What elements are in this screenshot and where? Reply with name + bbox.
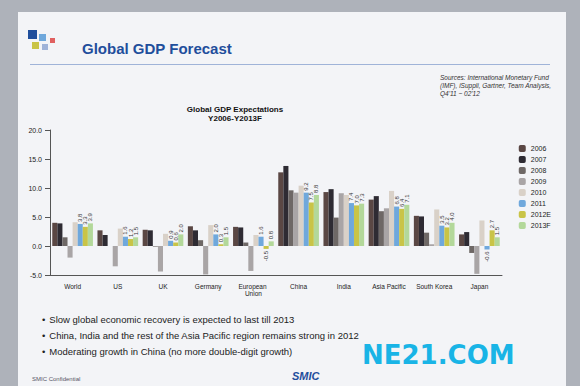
html-text:SMIC: SMIC [292, 370, 320, 382]
svg-text:7.0: 7.0 [353, 195, 360, 204]
svg-text:0.9: 0.9 [167, 230, 174, 239]
svg-text:3.3: 3.3 [82, 216, 89, 225]
svg-text:8.8: 8.8 [313, 184, 319, 193]
svg-text:Japan: Japan [471, 283, 489, 291]
svg-text:China: China [290, 283, 307, 290]
svg-text:-0.6: -0.6 [484, 251, 490, 262]
svg-text:0.0: 0.0 [32, 243, 42, 250]
svg-text:1.5: 1.5 [133, 226, 139, 235]
svg-text:Y2006-Y2013F: Y2006-Y2013F [208, 114, 262, 123]
svg-text:2.7: 2.7 [489, 220, 496, 229]
svg-text:9.2: 9.2 [303, 182, 309, 191]
html-text:China, India and the rest of t: China, India and the rest of the Asia Pa… [49, 330, 359, 341]
html-text:Global GDP Forecast: Global GDP Forecast [82, 40, 232, 57]
svg-text:1.5: 1.5 [494, 226, 500, 235]
svg-text:3.5: 3.5 [438, 215, 445, 224]
svg-text:3.8: 3.8 [77, 213, 84, 222]
svg-text:2011: 2011 [531, 200, 546, 207]
svg-text:European: European [238, 283, 269, 290]
svg-text:1.6: 1.6 [122, 226, 129, 235]
svg-text:2006: 2006 [531, 145, 547, 152]
svg-text:7.5: 7.5 [308, 192, 315, 201]
svg-text:2008: 2008 [531, 167, 547, 174]
svg-text:5.0: 5.0 [32, 214, 42, 221]
svg-text:3.2: 3.2 [443, 217, 450, 226]
html-text:SMIC Confidential: SMIC Confidential [32, 376, 81, 382]
svg-text:7.3: 7.3 [359, 193, 365, 202]
svg-text:2.0: 2.0 [178, 223, 184, 232]
svg-text:Global GDP Expectations: Global GDP Expectations [187, 105, 284, 114]
svg-text:0.8: 0.8 [268, 230, 274, 239]
svg-text:20.0: 20.0 [28, 127, 42, 134]
svg-text:0.6: 0.6 [172, 232, 179, 241]
svg-text:2009: 2009 [531, 178, 547, 185]
svg-text:2013F: 2013F [531, 222, 551, 229]
svg-text:2007: 2007 [531, 156, 547, 163]
html-text:NE21.COM: NE21.COM [362, 340, 515, 370]
svg-text:World: World [64, 283, 81, 290]
svg-text:10.0: 10.0 [28, 185, 42, 192]
svg-text:India: India [337, 283, 351, 290]
html-text:Slow global economic recovery: Slow global economic recovery is expecte… [49, 314, 295, 325]
svg-text:UK: UK [158, 283, 168, 290]
svg-text:1.6: 1.6 [258, 226, 264, 235]
svg-text:6.4: 6.4 [398, 198, 405, 207]
svg-text:-5.0: -5.0 [30, 272, 42, 279]
svg-text:US: US [113, 283, 123, 290]
svg-text:15.0: 15.0 [28, 156, 42, 163]
svg-text:Asia Pacific: Asia Pacific [372, 283, 406, 290]
html-text:Sources: International Monetar: Sources: International Monetary Fund (IM… [440, 74, 552, 97]
html-text:Moderating growth in China (no: Moderating growth in China (no more doub… [49, 346, 293, 357]
svg-text:Union: Union [245, 290, 262, 297]
svg-text:3.9: 3.9 [87, 212, 93, 221]
svg-text:1.2: 1.2 [127, 228, 134, 237]
svg-text:2010: 2010 [531, 189, 547, 196]
svg-text:1.5: 1.5 [223, 226, 229, 235]
svg-text:4.0: 4.0 [449, 212, 455, 221]
svg-text:South Korea: South Korea [416, 283, 453, 290]
svg-text:2012E: 2012E [531, 211, 552, 218]
svg-text:7.4: 7.4 [348, 192, 355, 202]
svg-text:6.8: 6.8 [393, 196, 400, 205]
svg-text:0.3: 0.3 [217, 233, 224, 243]
svg-text:2.0: 2.0 [213, 223, 219, 232]
svg-text:7.1: 7.1 [404, 194, 410, 203]
svg-text:Germany: Germany [195, 283, 222, 291]
svg-text:-0.5: -0.5 [263, 250, 269, 261]
